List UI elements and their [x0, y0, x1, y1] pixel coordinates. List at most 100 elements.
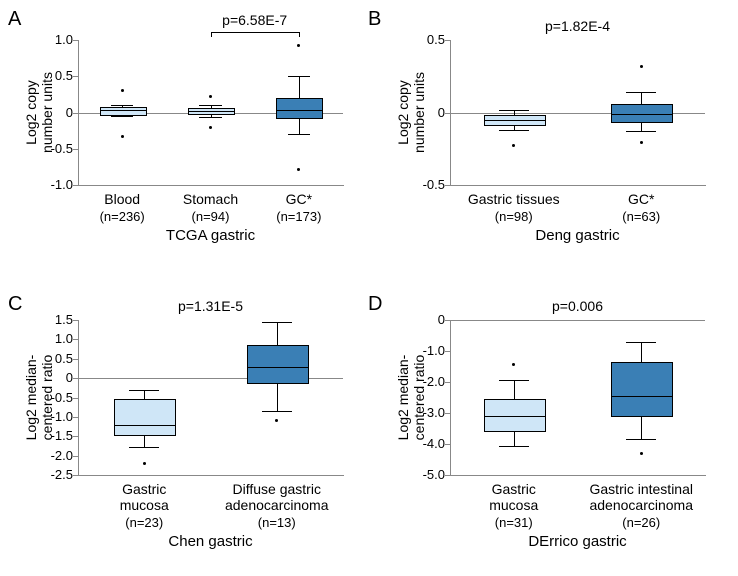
xlabel: GC*	[576, 191, 706, 207]
zero-line	[450, 320, 705, 321]
whisker	[641, 415, 642, 440]
cap	[288, 76, 311, 77]
tick	[445, 475, 450, 476]
median	[484, 120, 546, 121]
median	[484, 416, 546, 417]
median	[114, 425, 176, 426]
xlabel: Diffuse gastricadenocarcinoma	[212, 481, 342, 513]
tick	[73, 40, 78, 41]
cap	[199, 117, 222, 118]
box	[247, 345, 309, 384]
ylabel-D: Log2 median-centered ratio	[395, 320, 427, 475]
xn: (n=23)	[79, 515, 209, 530]
box	[276, 98, 323, 119]
cap	[499, 110, 529, 111]
xlabel: Gastric intestinaladenocarcinoma	[576, 481, 706, 513]
outlier	[209, 126, 212, 129]
cap	[129, 390, 159, 391]
whisker	[144, 390, 145, 400]
bracket-end	[211, 32, 212, 37]
xn: (n=31)	[449, 515, 579, 530]
cap	[288, 134, 311, 135]
xn: (n=63)	[576, 209, 706, 224]
median	[611, 114, 673, 115]
cap	[262, 411, 292, 412]
outlier	[121, 89, 124, 92]
bracket	[211, 32, 299, 33]
outlier	[640, 452, 643, 455]
xn: (n=26)	[576, 515, 706, 530]
xtitle-D: DErrico gastric	[450, 533, 705, 550]
xlabel: Gastric tissues	[449, 191, 579, 207]
xtitle-A: TCGA gastric	[78, 227, 343, 244]
tick	[445, 185, 450, 186]
tick	[73, 76, 78, 77]
panel-label-D: D	[368, 293, 382, 316]
tick	[73, 475, 78, 476]
whisker	[641, 342, 642, 362]
cap	[199, 105, 222, 106]
tick	[73, 436, 78, 437]
xlabel: Gastricmucosa	[79, 481, 209, 513]
pvalue-B: p=1.82E-4	[450, 18, 705, 34]
xlabel: Gastricmucosa	[449, 481, 579, 513]
median	[276, 110, 323, 111]
tick	[445, 413, 450, 414]
median	[247, 367, 309, 368]
xn: (n=98)	[449, 209, 579, 224]
cap	[499, 130, 529, 131]
tick	[73, 339, 78, 340]
tick	[73, 398, 78, 399]
box	[611, 362, 673, 417]
pvalue-A: p=6.58E-7	[211, 12, 299, 28]
whisker	[277, 382, 278, 411]
tick	[73, 456, 78, 457]
tick	[73, 185, 78, 186]
box	[114, 399, 176, 436]
outlier	[297, 168, 300, 171]
cap	[499, 446, 529, 447]
bracket-end	[299, 32, 300, 37]
outlier	[143, 462, 146, 465]
ylabel-C: Log2 median-centered ratio	[23, 320, 55, 475]
tick	[73, 320, 78, 321]
tick	[445, 351, 450, 352]
whisker	[299, 117, 300, 134]
tick	[445, 382, 450, 383]
tick	[73, 149, 78, 150]
xtitle-C: Chen gastric	[78, 533, 343, 550]
plot-C	[78, 320, 344, 476]
cap	[111, 105, 134, 106]
median	[188, 111, 235, 112]
tick	[73, 417, 78, 418]
xlabel: GC*	[234, 191, 364, 207]
whisker	[299, 76, 300, 98]
cap	[499, 380, 529, 381]
cap	[262, 322, 292, 323]
xtitle-B: Deng gastric	[450, 227, 705, 244]
ylabel-A: Log2 copynumber units	[23, 40, 55, 185]
box	[100, 107, 147, 116]
cap	[626, 439, 656, 440]
panel-label-C: C	[8, 293, 22, 316]
whisker	[514, 430, 515, 446]
whisker	[277, 322, 278, 345]
outlier	[121, 135, 124, 138]
cap	[111, 116, 134, 117]
cap	[129, 447, 159, 448]
tick	[445, 40, 450, 41]
cap	[626, 92, 656, 93]
median	[611, 396, 673, 397]
median	[100, 110, 147, 111]
whisker	[641, 92, 642, 104]
cap	[626, 131, 656, 132]
pvalue-C: p=1.31E-5	[78, 298, 343, 314]
pvalue-D: p=0.006	[450, 298, 705, 314]
figure-container: A-1.0-0.500.51.0Log2 copynumber unitsp=6…	[0, 0, 738, 576]
ylabel-B: Log2 copynumber units	[395, 40, 427, 185]
panel-label-A: A	[8, 8, 21, 31]
xn: (n=13)	[212, 515, 342, 530]
cap	[626, 342, 656, 343]
tick	[73, 359, 78, 360]
outlier	[640, 65, 643, 68]
